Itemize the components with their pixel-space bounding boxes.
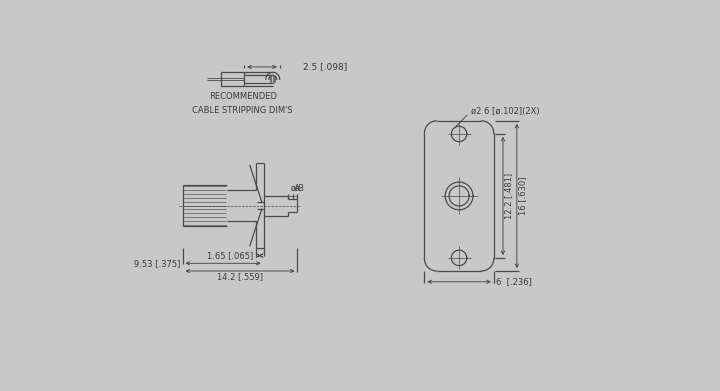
Text: 16 [.630]: 16 [.630] — [518, 177, 527, 215]
Text: RECOMMENDED
CABLE STRIPPING DIM'S: RECOMMENDED CABLE STRIPPING DIM'S — [192, 92, 293, 115]
Text: 14.2 [.559]: 14.2 [.559] — [217, 272, 263, 281]
Text: 12.2 [.481]: 12.2 [.481] — [505, 173, 513, 219]
Text: 6  [.236]: 6 [.236] — [496, 277, 532, 286]
Text: øA: øA — [290, 183, 300, 192]
Text: ø2.6 [ø.102](2X): ø2.6 [ø.102](2X) — [471, 107, 539, 116]
Text: 2.5 [.098]: 2.5 [.098] — [303, 63, 347, 72]
Text: 1.65 [.065]: 1.65 [.065] — [207, 251, 253, 260]
Text: øB: øB — [294, 183, 304, 192]
Text: 9.53 [.375]: 9.53 [.375] — [134, 259, 180, 268]
